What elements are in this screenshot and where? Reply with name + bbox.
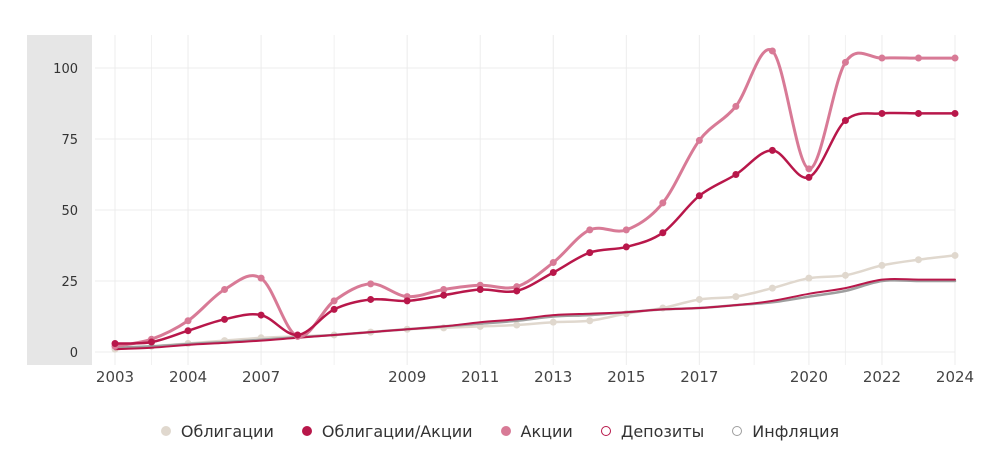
data-point	[805, 274, 813, 282]
data-point	[184, 317, 192, 325]
data-point	[951, 251, 959, 259]
legend-marker-icon	[732, 426, 743, 436]
x-tick-label: 2013	[534, 368, 572, 386]
x-tick-label: 2004	[169, 368, 207, 386]
y-tick-label: 75	[61, 133, 78, 148]
y-tick-label: 50	[61, 204, 78, 219]
data-point	[367, 295, 375, 303]
x-tick-label: 2017	[680, 368, 718, 386]
legend-item[interactable]: Облигации/Акции	[301, 421, 473, 441]
data-point	[878, 54, 886, 62]
data-point	[951, 109, 959, 117]
series-1	[111, 251, 959, 353]
data-point	[914, 109, 922, 117]
data-point	[659, 199, 667, 207]
series-2	[111, 109, 959, 347]
data-point	[914, 54, 922, 62]
line-chart: 0 25 50 75 100 2003 2004 2007 2009 2011 2013 2015 20…	[27, 35, 974, 386]
data-point	[659, 229, 667, 237]
data-point	[841, 117, 849, 125]
data-point	[768, 47, 776, 55]
data-point	[841, 58, 849, 66]
legend-label: Депозиты	[620, 421, 705, 441]
series-line	[113, 48, 957, 348]
data-point	[622, 226, 630, 234]
data-point	[805, 173, 813, 181]
series-line	[113, 111, 957, 345]
legend-item[interactable]: Акции	[500, 421, 573, 441]
legend-label: Облигации/Акции	[321, 421, 473, 441]
chart-legend: Облигации Облигации/Акции Акции Депозиты Инф…	[0, 418, 1000, 444]
legend-item[interactable]: Инфляция	[732, 422, 839, 441]
x-tick-label: 2009	[388, 368, 426, 386]
legend-label: Акции	[520, 421, 573, 441]
legend-item[interactable]: Облигации	[160, 421, 274, 441]
data-point	[586, 317, 594, 325]
legend-marker-icon	[600, 426, 611, 436]
chart-area: 0 25 50 75 100 2003 2004 2007 2009 2011 2013 2015 20…	[27, 35, 974, 386]
data-point	[184, 327, 192, 335]
x-tick-label: 2011	[461, 368, 499, 386]
data-point	[622, 243, 630, 251]
x-tick-label: 2015	[607, 368, 645, 386]
y-tick-label: 100	[53, 62, 78, 77]
x-tick-label: 2007	[242, 368, 280, 386]
data-point	[257, 311, 265, 319]
data-point	[914, 256, 922, 264]
data-point	[330, 297, 338, 305]
data-point	[148, 338, 156, 346]
y-tick-label: 0	[70, 346, 78, 361]
data-point	[586, 226, 594, 234]
data-point	[732, 293, 740, 301]
data-point	[403, 297, 411, 305]
data-point	[513, 321, 521, 329]
data-point	[513, 287, 521, 295]
data-point	[440, 286, 448, 294]
legend-marker-icon	[301, 426, 312, 436]
data-point	[476, 286, 484, 294]
data-point	[549, 318, 557, 326]
data-point	[440, 291, 448, 299]
data-point	[878, 261, 886, 269]
data-point	[221, 315, 229, 323]
series-3	[111, 47, 959, 350]
data-point	[586, 249, 594, 257]
data-point	[330, 305, 338, 313]
data-point	[695, 136, 703, 144]
data-point	[111, 339, 119, 347]
data-point	[951, 54, 959, 62]
legend-label: Облигации	[180, 421, 274, 441]
legend-marker-icon	[500, 426, 511, 436]
y-axis-band	[27, 35, 92, 365]
data-point	[294, 331, 302, 339]
series-4	[114, 277, 956, 351]
data-point	[257, 274, 265, 282]
legend-item[interactable]: Депозиты	[600, 421, 705, 441]
series-line	[114, 277, 956, 351]
data-point	[221, 286, 229, 294]
data-point	[768, 284, 776, 292]
data-point	[732, 171, 740, 178]
x-tick-label: 2022	[863, 368, 901, 386]
data-point	[878, 109, 886, 117]
legend-label: Инфляция	[752, 421, 840, 441]
data-point	[367, 280, 375, 288]
data-point	[768, 146, 776, 154]
x-tick-label: 2020	[790, 368, 828, 386]
data-point	[732, 102, 740, 110]
data-point	[695, 192, 703, 200]
legend-marker-icon	[160, 426, 171, 436]
x-tick-label: 2024	[936, 368, 974, 386]
series-line	[113, 254, 957, 351]
data-point	[841, 271, 849, 279]
data-point	[549, 268, 557, 276]
data-point	[805, 165, 813, 173]
x-tick-label: 2003	[96, 368, 134, 386]
y-tick-label: 25	[61, 275, 78, 290]
data-point	[549, 259, 557, 267]
data-point	[695, 295, 703, 303]
